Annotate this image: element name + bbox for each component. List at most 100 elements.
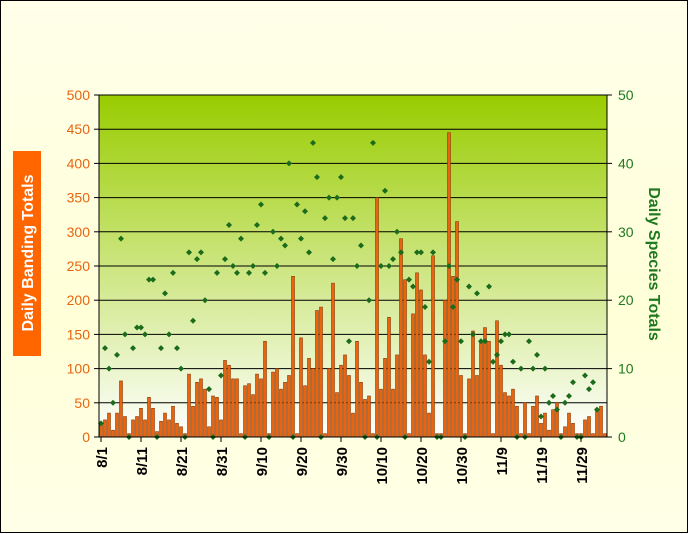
species-marker bbox=[238, 235, 244, 242]
species-marker bbox=[114, 351, 120, 358]
banding-bar bbox=[255, 373, 259, 438]
x-tick-label: 8/21 bbox=[174, 447, 191, 476]
species-marker bbox=[490, 358, 496, 365]
banding-bar bbox=[351, 412, 355, 438]
right-axis-title-text: Daily Species Totals bbox=[645, 187, 662, 341]
banding-bar bbox=[275, 368, 279, 438]
banding-bar bbox=[431, 255, 435, 438]
banding-bar bbox=[147, 397, 151, 438]
banding-bar bbox=[331, 282, 335, 438]
banding-bar bbox=[487, 340, 491, 438]
banding-bar bbox=[459, 375, 463, 438]
banding-bar bbox=[207, 426, 211, 438]
species-marker bbox=[234, 269, 240, 276]
banding-bar bbox=[319, 306, 323, 438]
species-marker bbox=[390, 256, 396, 263]
banding-bar bbox=[475, 375, 479, 438]
banding-bar bbox=[503, 392, 507, 438]
species-marker bbox=[398, 249, 404, 256]
species-marker bbox=[178, 365, 184, 372]
x-tick-label: 8/31 bbox=[214, 447, 231, 476]
banding-bar bbox=[199, 378, 203, 438]
banding-bar bbox=[391, 388, 395, 438]
species-marker bbox=[250, 263, 256, 269]
banding-bar bbox=[163, 412, 167, 438]
species-marker bbox=[562, 399, 568, 406]
species-marker bbox=[430, 249, 436, 256]
x-tick-label: 10/30 bbox=[454, 447, 471, 485]
banding-bar bbox=[519, 433, 523, 438]
species-marker bbox=[198, 249, 204, 256]
species-marker bbox=[302, 208, 308, 215]
banding-bar bbox=[259, 378, 263, 438]
x-tick-label: 9/10 bbox=[254, 447, 271, 476]
species-marker bbox=[370, 139, 376, 146]
banding-bar bbox=[527, 433, 531, 438]
species-marker bbox=[134, 324, 140, 331]
species-marker bbox=[122, 331, 128, 338]
species-marker bbox=[382, 187, 388, 194]
banding-bar bbox=[423, 354, 427, 438]
banding-bar bbox=[447, 132, 451, 438]
gridlines bbox=[99, 94, 607, 404]
species-marker bbox=[314, 174, 320, 181]
species-marker bbox=[106, 365, 112, 372]
banding-bar bbox=[491, 433, 495, 438]
x-tick-label: 10/10 bbox=[374, 447, 391, 485]
species-marker bbox=[422, 304, 428, 311]
banding-bar bbox=[547, 429, 551, 438]
right-tick-label: 0 bbox=[618, 429, 626, 445]
species-marker bbox=[450, 304, 456, 311]
species-marker bbox=[142, 331, 148, 338]
species-marker bbox=[286, 160, 292, 167]
banding-bar bbox=[443, 299, 447, 438]
banding-bar bbox=[171, 405, 175, 438]
banding-bar bbox=[347, 375, 351, 438]
species-marker bbox=[226, 221, 232, 228]
banding-bar bbox=[531, 405, 535, 438]
species-marker bbox=[394, 228, 400, 235]
left-tick-label: 450 bbox=[67, 121, 91, 137]
species-marker bbox=[330, 256, 336, 263]
banding-bar bbox=[599, 405, 603, 438]
species-marker bbox=[538, 413, 544, 420]
species-marker bbox=[418, 249, 424, 256]
left-tick-label: 500 bbox=[67, 87, 91, 103]
x-tick-label: 11/9 bbox=[494, 447, 511, 475]
right-tick-label: 20 bbox=[618, 292, 634, 308]
left-tick-label: 150 bbox=[67, 326, 91, 342]
species-marker bbox=[554, 406, 560, 413]
species-marker bbox=[194, 256, 200, 263]
banding-bar bbox=[591, 433, 595, 438]
banding-bar bbox=[311, 368, 315, 438]
species-marker bbox=[550, 392, 556, 399]
left-tick-label: 400 bbox=[67, 155, 91, 171]
species-marker bbox=[570, 379, 576, 386]
banding-bar bbox=[279, 388, 283, 438]
species-marker bbox=[110, 399, 116, 406]
left-axis-title-box bbox=[13, 151, 41, 356]
banding-bar bbox=[307, 358, 311, 438]
species-marker bbox=[298, 235, 304, 242]
banding-bar bbox=[211, 395, 215, 438]
banding-bar bbox=[587, 416, 591, 438]
banding-bar bbox=[595, 409, 599, 438]
species-marker bbox=[458, 338, 464, 345]
species-marker bbox=[542, 365, 548, 372]
species-marker bbox=[410, 283, 416, 290]
banding-bar bbox=[231, 378, 235, 438]
banding-bar bbox=[343, 354, 347, 438]
banding-bar bbox=[603, 433, 607, 438]
banding-bar bbox=[571, 423, 575, 438]
banding-bar bbox=[303, 385, 307, 438]
species-marker bbox=[118, 235, 124, 242]
species-marker bbox=[294, 201, 300, 208]
species-marker bbox=[258, 201, 264, 208]
banding-bar bbox=[471, 330, 475, 438]
species-marker bbox=[366, 297, 372, 304]
species-marker bbox=[518, 365, 524, 372]
banding-bar bbox=[367, 395, 371, 438]
banding-bar bbox=[379, 388, 383, 438]
species-marker bbox=[586, 386, 592, 393]
